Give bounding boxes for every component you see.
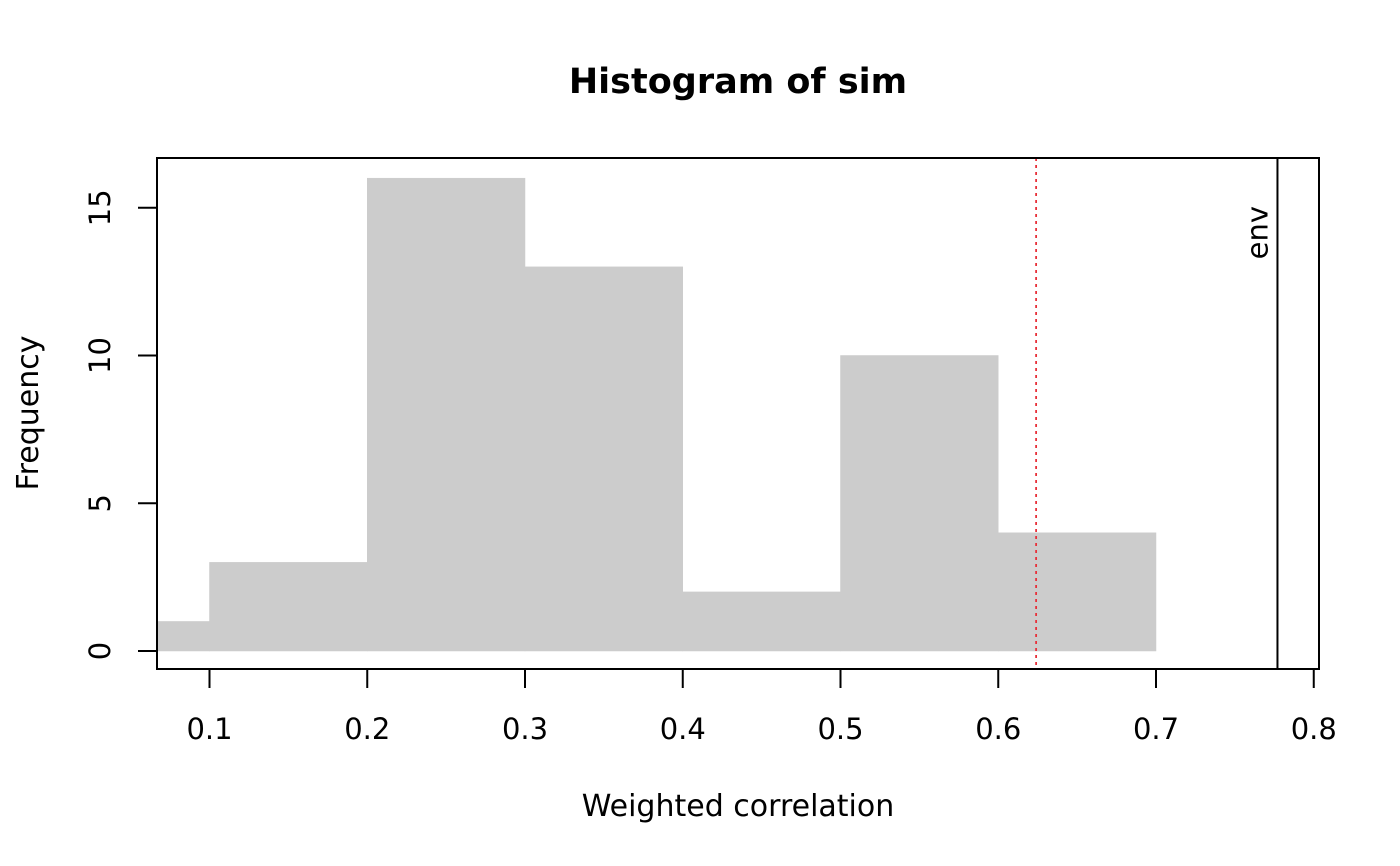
y-tick-label-2: 10 (83, 337, 117, 374)
y-axis-label: Frequency (11, 336, 46, 491)
x-tick-label-7: 0.8 (1291, 712, 1337, 746)
histogram-bar-1 (209, 562, 368, 652)
y-axis: 0 5 10 15 (83, 189, 158, 660)
reference-label-env: env (1240, 206, 1274, 259)
x-tick-label-6: 0.7 (1133, 712, 1179, 746)
histogram-bars (157, 177, 1157, 652)
x-axis: 0.1 0.2 0.3 0.4 0.5 0.6 0.7 0.8 (186, 668, 1337, 746)
histogram-bar-3 (524, 266, 683, 652)
x-tick-label-2: 0.3 (502, 712, 548, 746)
histogram-bar-6 (998, 532, 1157, 652)
y-tick-label-1: 5 (83, 494, 117, 512)
histogram-bar-4 (682, 591, 841, 652)
histogram-bar-5 (840, 355, 999, 652)
x-tick-label-3: 0.4 (660, 712, 706, 746)
x-tick-label-0: 0.1 (186, 712, 232, 746)
x-tick-label-4: 0.5 (817, 712, 863, 746)
y-tick-label-0: 0 (83, 642, 117, 660)
x-axis-label: Weighted correlation (582, 789, 895, 824)
histogram-bar-2 (367, 177, 526, 652)
reference-lines: env (1035, 158, 1279, 669)
y-tick-label-3: 15 (83, 189, 117, 226)
chart-title: Histogram of sim (569, 62, 907, 102)
x-tick-label-5: 0.6 (975, 712, 1021, 746)
histogram-bar-0 (157, 621, 210, 652)
x-tick-label-1: 0.2 (344, 712, 390, 746)
